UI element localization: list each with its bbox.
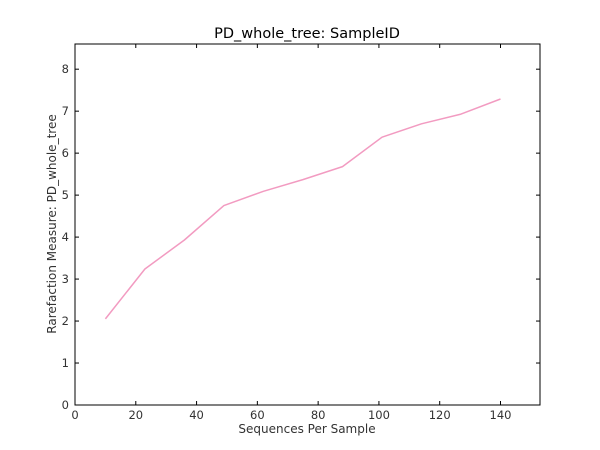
y-tick-label: 4 — [62, 230, 69, 244]
y-tick-label: 1 — [62, 356, 69, 370]
y-tick-label: 5 — [62, 188, 69, 202]
x-tick-label: 120 — [429, 408, 451, 422]
series-group — [104, 98, 501, 320]
x-tick-label: 20 — [128, 408, 143, 422]
plot-area — [74, 43, 541, 406]
x-tick-label: 100 — [368, 408, 390, 422]
y-tick-label: 7 — [62, 104, 69, 118]
y-tick-label: 8 — [62, 62, 69, 76]
y-tick-label: 2 — [62, 314, 69, 328]
x-tick-label: 40 — [189, 408, 204, 422]
x-tick-label: 140 — [490, 408, 512, 422]
y-axis-label: Rarefaction Measure: PD_whole_tree — [45, 114, 59, 333]
x-axis-label: Sequences Per Sample — [238, 422, 375, 436]
series-line — [104, 98, 501, 320]
y-tick-label: 0 — [62, 398, 69, 412]
x-tick-label: 80 — [311, 408, 326, 422]
x-tick-label: 60 — [250, 408, 265, 422]
y-tick-label: 3 — [62, 272, 69, 286]
x-tick-label: 0 — [71, 408, 78, 422]
y-tick-label: 6 — [62, 146, 69, 160]
axis-ticks: 0 20 40 60 80 100 120 140 0 1 2 3 4 5 6 7 8 — [62, 44, 540, 422]
chart-title: PD_whole_tree: SampleID — [214, 26, 400, 42]
